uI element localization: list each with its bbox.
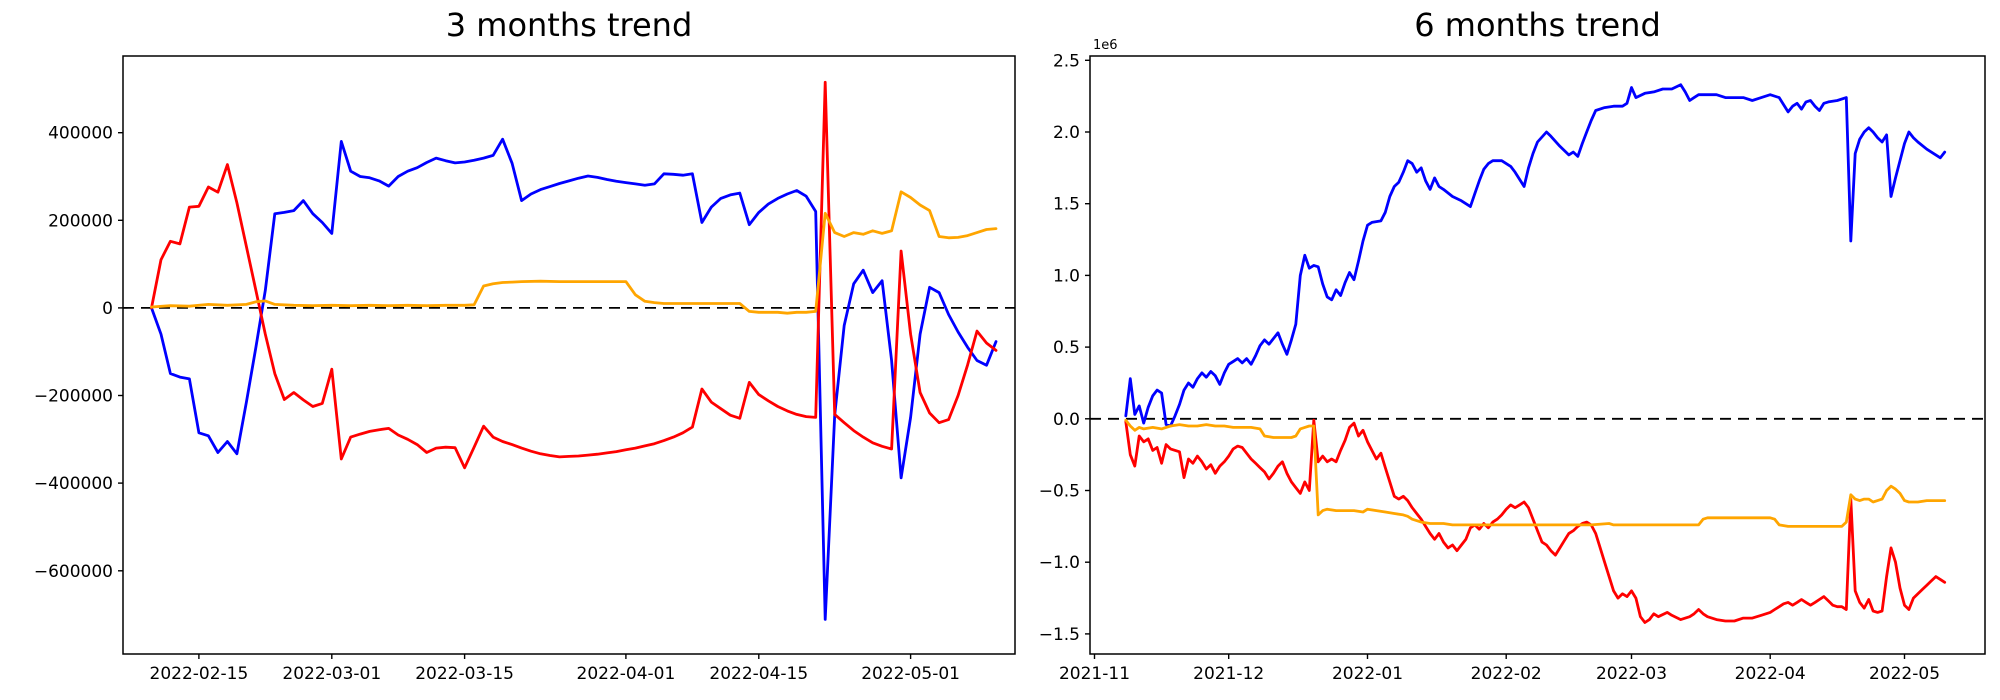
y-tick-label: −1.5: [1039, 625, 1080, 645]
x-tick-label: 2022-03: [1596, 664, 1667, 684]
y-tick-label: −1.0: [1039, 553, 1080, 573]
axes-frame: [122, 55, 1016, 655]
y-tick-label: −400000: [34, 474, 113, 494]
y-tick-label: 2.5: [1053, 51, 1080, 71]
y-tick-label: 0.5: [1053, 338, 1080, 358]
x-tick-label: 2022-05-01: [861, 664, 960, 684]
x-tick-label: 2022-02: [1471, 664, 1542, 684]
chart-title-3-months: 3 months trend: [445, 6, 693, 44]
y-tick-label: 0.0: [1053, 410, 1080, 430]
x-tick-label: 2022-02-15: [150, 664, 249, 684]
y-tick-label: 400000: [48, 124, 113, 144]
y-tick-label: 200000: [48, 211, 113, 231]
x-tick-label: 2022-05: [1869, 664, 1940, 684]
red-series-line: [1124, 418, 1947, 624]
y-tick-label: 2.0: [1053, 123, 1080, 143]
x-tick-label: 2021-12: [1193, 664, 1264, 684]
y-axis-offset-text: 1e6: [1093, 38, 1118, 53]
red-series-line: [150, 80, 998, 470]
blue-series-line: [1124, 83, 1947, 428]
orange-series-line: [150, 190, 998, 315]
y-tick-label: −200000: [34, 387, 113, 407]
y-tick-label: −0.5: [1039, 482, 1080, 502]
x-tick-label: 2022-04-15: [709, 664, 808, 684]
y-tick-label: −600000: [34, 562, 113, 582]
blue-series-line: [150, 137, 998, 621]
y-tick-label: 1.5: [1053, 195, 1080, 215]
x-tick-label: 2022-03-15: [415, 664, 514, 684]
y-tick-label: 1.0: [1053, 266, 1080, 286]
y-tick-label: 0: [102, 299, 113, 319]
x-tick-label: 2022-03-01: [282, 664, 381, 684]
x-tick-label: 2022-01: [1332, 664, 1403, 684]
orange-series-line: [1124, 418, 1947, 528]
axes-frame: [1089, 55, 1986, 655]
x-tick-label: 2022-04: [1735, 664, 1806, 684]
x-tick-label: 2022-04-01: [577, 664, 676, 684]
chart-title-6-months: 6 months trend: [1414, 6, 1661, 44]
x-tick-label: 2021-11: [1059, 664, 1130, 684]
